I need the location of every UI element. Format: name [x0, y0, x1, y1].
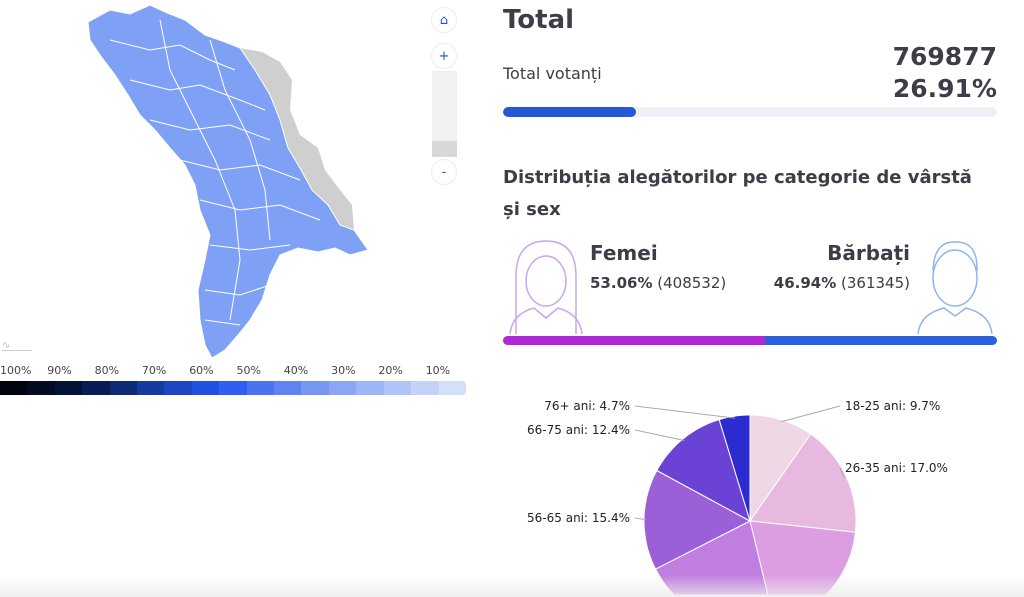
legend-swatch: [328, 381, 357, 395]
legend-label: 60%: [189, 364, 214, 377]
map-regions[interactable]: [87, 4, 369, 359]
pie-label: 76+ ani: 4.7%: [544, 399, 630, 413]
turnout-percent: 26.91%: [892, 74, 997, 103]
legend-swatch: [301, 381, 329, 395]
legend-label: 40%: [283, 364, 309, 377]
female-share-bar: [503, 336, 766, 345]
legend-label: 50%: [236, 364, 261, 377]
legend-swatch: [356, 381, 384, 395]
zoom-slider-handle[interactable]: [432, 141, 457, 157]
total-voters-label: Total votanți: [503, 64, 602, 83]
distribution-title: Distribuția alegătorilor pe categorie de…: [503, 167, 972, 220]
turnout-progress-fill: [503, 107, 636, 117]
legend-swatch: [438, 381, 466, 395]
female-count: (408532): [657, 274, 727, 292]
transnistria-region: [240, 48, 354, 230]
pie-slice[interactable]: [718, 414, 751, 522]
pie-slice[interactable]: [749, 433, 857, 533]
woman-avatar-icon: [509, 240, 583, 335]
female-stats: 53.06% (408532): [590, 274, 726, 292]
total-title: Total: [503, 5, 575, 35]
legend-swatch: [219, 381, 247, 395]
legend-swatch: [137, 381, 165, 395]
male-percent: 46.94%: [773, 274, 837, 292]
legend-swatch: [0, 381, 28, 395]
home-icon: ⌂: [439, 12, 449, 28]
legend-swatch: [274, 381, 302, 395]
legend-label: 70%: [141, 364, 167, 377]
pie-label: 66-75 ani: 12.4%: [527, 423, 630, 437]
pie-leader-line: [634, 429, 685, 441]
legend-color-scale: [0, 381, 466, 395]
legend-swatch: [383, 381, 412, 395]
legend-label: 10%: [425, 364, 451, 377]
mini-logo-icon: ∿: [2, 340, 32, 351]
legend-swatch: [27, 381, 55, 395]
map-area[interactable]: ∿: [0, 0, 420, 360]
zoom-in-button[interactable]: +: [431, 43, 457, 69]
age-pie-chart: 18-25 ani: 9.7% 26-35 ani: 17.0% 56-65 ani…: [527, 399, 948, 595]
pie-label: 18-25 ani: 9.7%: [845, 399, 940, 413]
zoom-out-button[interactable]: -: [431, 159, 457, 185]
total-voters-count: 769877: [892, 42, 997, 71]
zoom-slider[interactable]: [432, 71, 457, 157]
male-label: Bărbați: [827, 241, 910, 265]
legend-swatch: [164, 381, 192, 395]
male-stats: 46.94% (361345): [774, 274, 910, 292]
man-avatar-icon: [917, 241, 993, 335]
turnout-progress-bar: [503, 107, 997, 117]
legend-swatch: [191, 381, 220, 395]
female-label: Femei: [590, 241, 658, 265]
pie-leader-line: [634, 517, 647, 521]
legend-label: 20%: [378, 364, 403, 377]
pie-leader-line: [781, 405, 841, 423]
home-button[interactable]: ⌂: [431, 7, 457, 33]
legend-swatch: [54, 381, 83, 395]
legend-swatch: [109, 381, 138, 395]
legend-swatch: [82, 381, 110, 395]
gender-split-bar: [503, 336, 997, 345]
legend-label: 30%: [331, 364, 356, 377]
male-count: (361345): [841, 274, 910, 292]
legend-swatch: [246, 381, 275, 395]
legend-label: 90%: [47, 364, 72, 377]
pie-slice[interactable]: [749, 414, 812, 523]
legend-label: 80%: [94, 364, 120, 377]
female-percent: 53.06%: [590, 274, 653, 292]
legend-swatch: [411, 381, 439, 395]
pie-leader-line: [839, 467, 846, 479]
pie-label: 26-35 ani: 17.0%: [845, 461, 948, 475]
bottom-fade: [0, 575, 1024, 597]
legend-label: 100%: [0, 364, 32, 377]
pie-label: 56-65 ani: 15.4%: [527, 511, 630, 525]
male-share-bar: [765, 336, 997, 345]
pie-leader-line: [634, 405, 735, 419]
moldova-map[interactable]: [0, 0, 420, 360]
district-borders: [109, 19, 321, 326]
